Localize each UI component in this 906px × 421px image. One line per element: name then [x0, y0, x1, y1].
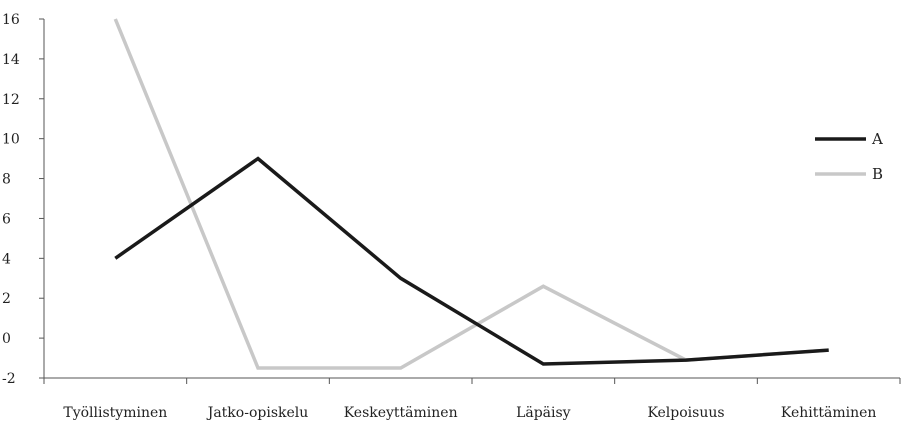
y-tick-label: 6	[2, 211, 11, 227]
y-tick-label: 14	[2, 52, 20, 68]
y-tick-label: 10	[2, 132, 20, 148]
series-line-b	[113, 18, 829, 370]
y-tick-label: 0	[2, 331, 11, 347]
legend-label-b: B	[872, 165, 883, 183]
y-tick-label: -2	[2, 371, 16, 387]
x-category-label: Jatko-opiskelu	[206, 405, 309, 421]
legend: AB	[815, 130, 883, 183]
x-category-label: Kehittäminen	[781, 405, 877, 421]
series-lines	[113, 18, 829, 370]
series-line-a	[114, 156, 829, 366]
legend-label-a: A	[871, 130, 883, 148]
x-category-label: Läpäisy	[516, 405, 571, 421]
x-category-label: Työllistyminen	[63, 405, 167, 421]
x-category-label: Keskeyttäminen	[344, 405, 458, 421]
y-tick-label: 8	[2, 172, 11, 188]
y-tick-label: 2	[2, 291, 11, 307]
y-tick-label: 4	[2, 251, 11, 267]
y-axis: -2 0 2 4 6 8 10 12 14 16	[2, 12, 45, 387]
x-category-label: Kelpoisuus	[647, 405, 724, 421]
y-tick-label: 16	[2, 12, 20, 28]
y-tick-label: 12	[2, 92, 20, 108]
x-axis: Työllistyminen Jatko-opiskelu Keskeyttämin…	[43, 377, 901, 421]
